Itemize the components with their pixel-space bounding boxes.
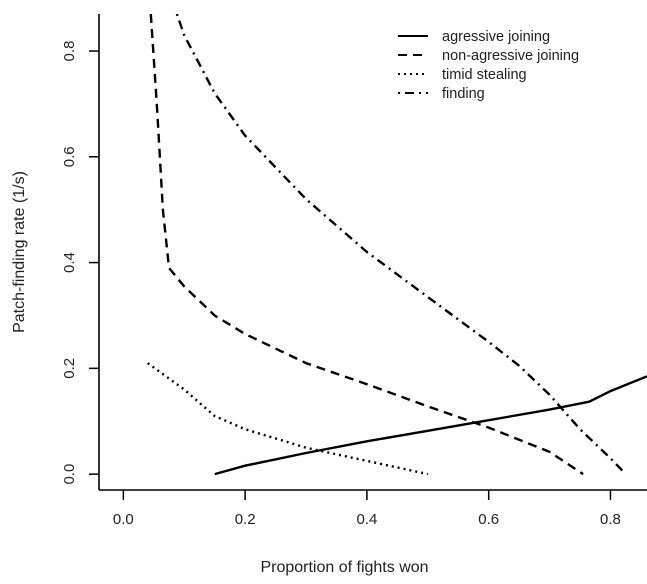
y-axis-title: Patch-finding rate (1/s) [11, 171, 28, 333]
x-tick-label: 0.2 [235, 511, 256, 528]
x-axis-title: Proportion of fights won [260, 559, 428, 576]
x-tick-label: 0.4 [356, 511, 377, 528]
legend-label: finding [442, 86, 485, 102]
legend-label: agressive joining [442, 29, 550, 45]
legend-label: timid stealing [442, 67, 527, 83]
y-tick-label: 0.8 [61, 41, 78, 62]
x-tick-label: 0.6 [478, 511, 499, 528]
y-tick-label: 0.6 [61, 146, 78, 167]
legend-label: non-agressive joining [442, 48, 579, 64]
y-tick-label: 0.0 [61, 464, 78, 485]
series-line-non-agressive-joining [149, 14, 584, 476]
y-tick-label: 0.2 [61, 358, 78, 379]
y-tick-label: 0.4 [61, 252, 78, 273]
series-line-agressive-joining [214, 375, 647, 476]
x-tick-label: 0.8 [600, 511, 621, 528]
x-tick-label: 0.0 [113, 511, 134, 528]
series-line-finding [175, 14, 627, 475]
